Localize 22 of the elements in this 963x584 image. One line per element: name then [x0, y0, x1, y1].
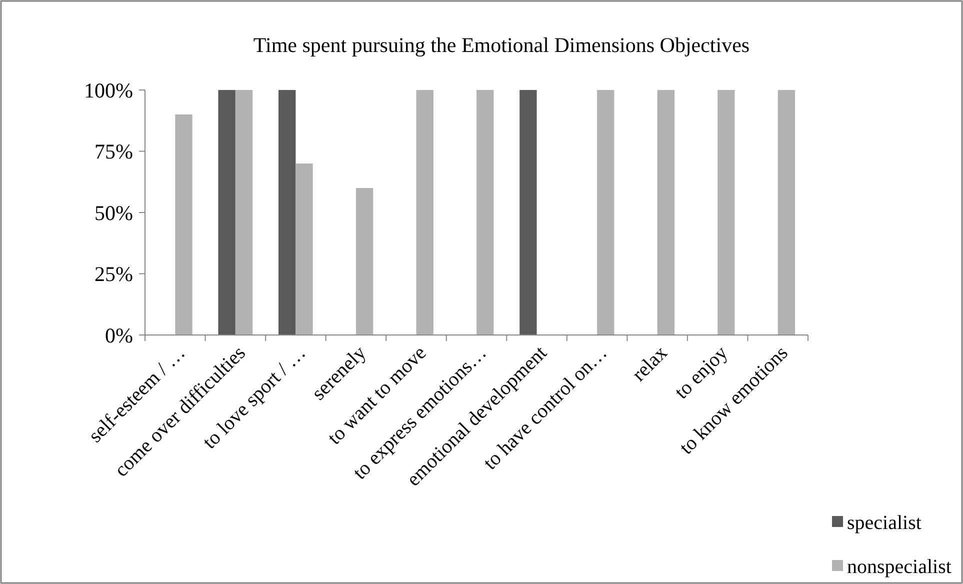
y-tick-label: 0%: [105, 323, 133, 348]
bar: [597, 90, 614, 335]
x-tick-label: relax: [628, 342, 672, 386]
bar: [718, 90, 735, 335]
legend-label: nonspecialist: [847, 556, 952, 578]
chart-title: Time spent pursuing the Emotional Dimensions Objectives: [253, 33, 750, 57]
y-tick-label: 50%: [94, 200, 133, 225]
bar: [356, 188, 374, 335]
bar: [175, 114, 192, 335]
bar: [218, 90, 236, 335]
bar: [778, 90, 796, 335]
y-tick-label: 100%: [84, 78, 133, 102]
bar: [235, 90, 253, 335]
bar: [416, 90, 434, 335]
y-tick-label: 75%: [94, 140, 133, 164]
bar: [520, 90, 537, 335]
bar: [657, 90, 674, 335]
legend-label: specialist: [847, 512, 922, 534]
bar: [296, 164, 313, 335]
bar: [476, 90, 494, 335]
y-tick-label: 25%: [94, 262, 133, 286]
bar: [278, 90, 296, 335]
